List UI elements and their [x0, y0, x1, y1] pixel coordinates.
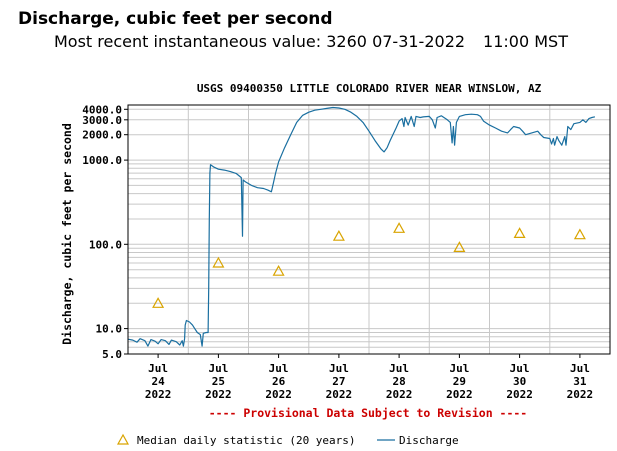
median-point — [393, 222, 406, 233]
y-tick-label: 5.0 — [102, 348, 122, 361]
median-point — [272, 264, 285, 276]
x-tick-day: 25 — [212, 375, 225, 388]
y-tick-label: 2000.0 — [82, 129, 122, 142]
latest-value-date: 07-31-2022 — [372, 32, 466, 51]
x-tick-month: Jul — [148, 362, 168, 375]
x-tick-month: Jul — [510, 362, 530, 375]
data-marks — [127, 106, 596, 347]
discharge-series-line — [127, 106, 596, 347]
x-tick-day: 24 — [151, 375, 165, 388]
x-tick-month: Jul — [389, 362, 409, 375]
x-tick-year: 2022 — [265, 388, 292, 401]
x-tick-year: 2022 — [386, 388, 413, 401]
latest-value-label: Most recent instantaneous value: — [54, 32, 322, 51]
x-tick-year: 2022 — [506, 388, 533, 401]
x-tick-month: Jul — [449, 362, 469, 375]
latest-value: 3260 — [326, 32, 367, 51]
legend-median-label: Median daily statistic (20 years) — [137, 434, 356, 447]
x-tick-day: 30 — [513, 375, 526, 388]
x-tick-year: 2022 — [567, 388, 594, 401]
gridlines — [128, 105, 610, 355]
y-tick-label: 3000.0 — [82, 114, 122, 127]
legend-median-symbol — [116, 433, 130, 445]
x-tick-day: 28 — [392, 375, 405, 388]
x-tick-month: Jul — [269, 362, 289, 375]
chart-legend: Median daily statistic (20 years) Discha… — [116, 433, 459, 447]
x-tick-year: 2022 — [446, 388, 473, 401]
y-tick-label: 4000.0 — [82, 103, 122, 116]
x-tick-day: 29 — [453, 375, 466, 388]
chart-title: USGS 09400350 LITTLE COLORADO RIVER NEAR… — [197, 82, 542, 95]
y-tick-label: 1000.0 — [82, 154, 122, 167]
x-tick-day: 27 — [332, 375, 345, 388]
legend-discharge-label: Discharge — [399, 434, 459, 447]
x-axis-tick-labels: Jul242022Jul252022Jul262022Jul272022Jul2… — [145, 354, 593, 401]
y-tick-label: 100.0 — [89, 238, 122, 251]
chart-heading: Discharge, cubic feet per second — [18, 9, 333, 29]
x-tick-month: Jul — [570, 362, 590, 375]
x-tick-year: 2022 — [326, 388, 353, 401]
latest-value-line: Most recent instantaneous value: 3260 07… — [54, 32, 568, 51]
y-tick-label: 10.0 — [96, 323, 123, 336]
y-axis-label: Discharge, cubic feet per second — [60, 123, 74, 345]
median-point — [513, 227, 526, 238]
x-tick-month: Jul — [208, 362, 228, 375]
median-point — [332, 229, 345, 241]
latest-value-time: 11:00 MST — [483, 32, 568, 51]
provisional-note: ---- Provisional Data Subject to Revisio… — [209, 406, 528, 420]
median-point — [453, 241, 466, 252]
median-point — [212, 256, 225, 268]
x-tick-day: 31 — [573, 375, 587, 388]
median-point — [573, 228, 586, 240]
x-tick-year: 2022 — [145, 388, 172, 401]
x-tick-year: 2022 — [205, 388, 232, 401]
x-tick-day: 26 — [272, 375, 286, 388]
plot-frame — [127, 104, 611, 355]
x-tick-month: Jul — [329, 362, 349, 375]
median-point — [152, 297, 165, 308]
